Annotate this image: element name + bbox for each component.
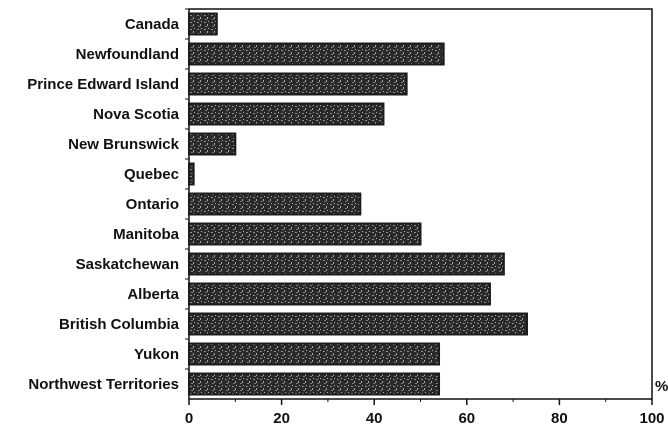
bar-saskatchewan bbox=[188, 252, 505, 276]
category-label-canada: Canada bbox=[125, 16, 180, 33]
bar-new-brunswick bbox=[188, 132, 237, 156]
bar-northwest-territories bbox=[188, 372, 441, 396]
category-label-manitoba: Manitoba bbox=[113, 226, 179, 243]
bar-canada bbox=[188, 12, 218, 36]
category-label-quebec: Quebec bbox=[124, 166, 179, 183]
x-tick-label-80: 80 bbox=[551, 410, 568, 427]
x-tick-label-60: 60 bbox=[458, 410, 475, 427]
bar-ontario bbox=[188, 192, 362, 216]
bar-manitoba bbox=[188, 222, 422, 246]
category-label-saskatchewan: Saskatchewan bbox=[76, 256, 179, 273]
x-tick-label-0: 0 bbox=[185, 410, 193, 427]
category-label-alberta: Alberta bbox=[127, 286, 179, 303]
x-tick-label-20: 20 bbox=[273, 410, 290, 427]
bar-prince-edward-island bbox=[188, 72, 408, 96]
category-label-newfoundland: Newfoundland bbox=[76, 46, 179, 63]
category-label-ontario: Ontario bbox=[126, 196, 179, 213]
category-label-yukon: Yukon bbox=[134, 346, 179, 363]
bar-newfoundland bbox=[188, 42, 445, 66]
category-label-northwest-territories: Northwest Territories bbox=[28, 376, 179, 393]
bar-nova-scotia bbox=[188, 102, 385, 126]
bar-yukon bbox=[188, 342, 441, 366]
x-axis-unit-label: % bbox=[655, 378, 668, 395]
bar-alberta bbox=[188, 282, 491, 306]
bars-group bbox=[188, 12, 528, 396]
bar-quebec bbox=[188, 162, 195, 186]
category-label-new-brunswick: New Brunswick bbox=[68, 136, 180, 153]
bar-british-columbia bbox=[188, 312, 528, 336]
x-tick-label-40: 40 bbox=[366, 410, 383, 427]
category-label-nova-scotia: Nova Scotia bbox=[93, 106, 180, 123]
category-label-british-columbia: British Columbia bbox=[59, 316, 180, 333]
category-labels: Canada Newfoundland Prince Edward Island No… bbox=[27, 8, 189, 393]
category-label-prince-edward-island: Prince Edward Island bbox=[27, 76, 179, 93]
x-tick-label-100: 100 bbox=[639, 410, 664, 427]
x-axis: 0 20 40 60 80 100 bbox=[185, 399, 665, 427]
